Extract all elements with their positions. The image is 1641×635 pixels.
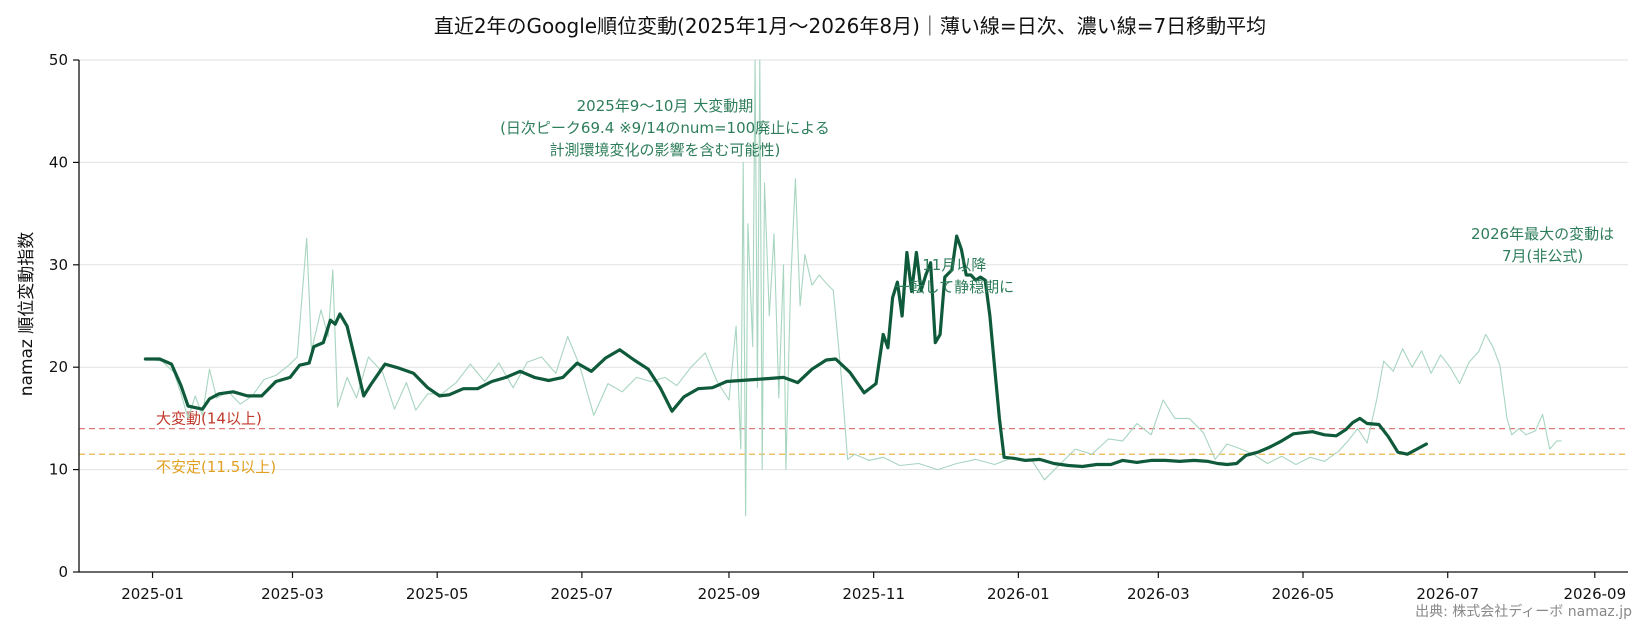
annotation-0-line-2: 計測環境変化の影響を含む可能性): [549, 141, 780, 159]
threshold-lines: 大変動(14以上) 不安定(11.5以上): [79, 410, 1628, 476]
annotation-1-line-0: 11月以降: [922, 256, 986, 274]
x-tick-label-2025-05: 2025-05: [406, 585, 469, 603]
y-tick-label-50: 50: [49, 51, 68, 69]
x-tick-label-2025-03: 2025-03: [261, 585, 324, 603]
x-tick-label-2025-07: 2025-07: [551, 585, 614, 603]
y-tick-label-20: 20: [49, 358, 68, 376]
y-axis-label: namaz 順位変動指数: [17, 232, 37, 397]
ma-line: [143, 234, 1429, 469]
x-tick-label-2025-01: 2025-01: [121, 585, 184, 603]
x-tick-label-2026-03: 2026-03: [1127, 585, 1190, 603]
annotation-2-line-0: 2026年最大の変動は: [1471, 225, 1614, 243]
x-tick-label-2026-09: 2026-09: [1563, 585, 1626, 603]
y-tick-label-0: 0: [58, 563, 68, 581]
chart-title: 直近2年のGoogle順位変動(2025年1月〜2026年8月)｜薄い線=日次、…: [434, 14, 1266, 38]
x-tick-label-2026-07: 2026-07: [1416, 585, 1479, 603]
source-note: 出典: 株式会社ディーボ namaz.jp: [1415, 603, 1632, 620]
annotation-0-line-0: 2025年9〜10月 大変動期: [577, 97, 754, 115]
y-tick-label-30: 30: [49, 256, 68, 274]
x-tick-label-2026-05: 2026-05: [1272, 585, 1335, 603]
threshold-label-0: 大変動(14以上): [156, 410, 262, 428]
x-tick-label-2026-01: 2026-01: [987, 585, 1050, 603]
annotation-1-line-1: 一転して静穏期に: [895, 278, 1015, 296]
x-tick-label-2025-09: 2025-09: [698, 585, 761, 603]
daily-series: [145, 59, 1562, 517]
annotation-0-line-1: (日次ピーク69.4 ※9/14のnum=100廃止による: [500, 119, 830, 137]
y-ticks: 0 10 20 30 40 50: [49, 51, 79, 581]
y-tick-label-40: 40: [49, 153, 68, 171]
annotations: 2025年9〜10月 大変動期 (日次ピーク69.4 ※9/14のnum=100廃…: [500, 97, 1614, 296]
y-tick-label-10: 10: [49, 461, 68, 479]
daily-line: [145, 59, 1562, 517]
axes: [78, 60, 1628, 573]
grid-lines: [79, 59, 1628, 471]
threshold-label-1: 不安定(11.5以上): [156, 458, 276, 476]
x-ticks: 2025-01 2025-03 2025-05 2025-07 2025-09 2025-…: [121, 572, 1626, 603]
annotation-2-line-1: 7月(非公式): [1502, 247, 1583, 265]
x-tick-label-2025-11: 2025-11: [842, 585, 905, 603]
ma-series: [143, 234, 1429, 469]
